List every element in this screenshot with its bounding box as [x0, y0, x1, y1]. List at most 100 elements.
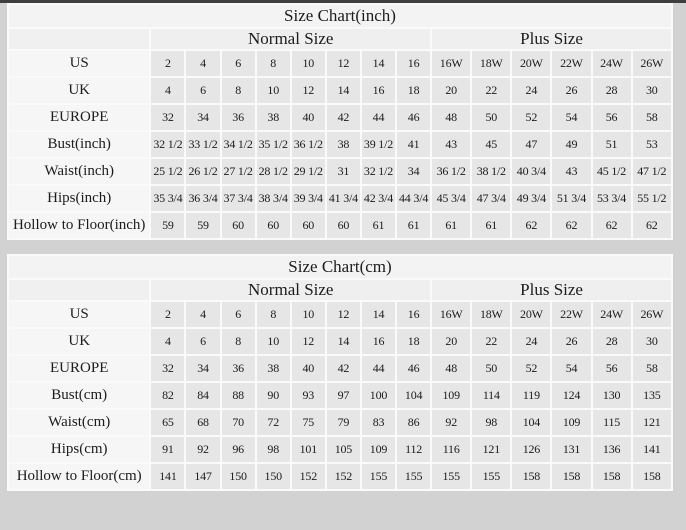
size-value-cell: 25 1/2 — [149, 157, 187, 186]
size-value-cell: 98 — [470, 408, 513, 437]
size-value-cell: 44 — [359, 354, 398, 383]
size-value-cell: 31 — [324, 157, 362, 186]
size-value-cell: 158 — [550, 462, 593, 491]
size-value-cell: 88 — [219, 381, 257, 410]
size-value-cell: 53 — [630, 130, 674, 159]
row-label: Hollow to Floor(inch) — [6, 211, 152, 240]
size-value-cell: 61 — [395, 211, 433, 240]
size-value-cell: 16W — [430, 49, 473, 78]
size-value-cell: 34 — [184, 103, 222, 132]
size-value-cell: 84 — [184, 381, 222, 410]
table-row: Waist(cm) 65 68 70 72 75 79 83 86 92 98 104 109 115 12… — [6, 408, 674, 437]
size-value-cell: 51 — [590, 130, 633, 159]
size-value-cell: 141 — [630, 435, 674, 464]
size-value-cell: 32 1/2 — [149, 130, 187, 159]
table-row: US 2 4 6 8 10 12 14 16 16W 18W 20W 22W 24W 26W — [6, 49, 674, 78]
plus-size-header: Plus Size — [430, 278, 673, 302]
size-value-cell: 20 — [430, 327, 473, 356]
size-value-cell: 36 1/2 — [430, 157, 473, 186]
table-row: Waist(inch) 25 1/2 26 1/2 27 1/2 28 1/2 29 1/… — [6, 157, 674, 186]
size-value-cell: 20W — [510, 300, 553, 329]
row-label: US — [6, 49, 152, 78]
table-row: UK 4 6 8 10 12 14 16 18 20 22 24 26 28 30 — [6, 327, 674, 356]
size-value-cell: 46 — [395, 103, 433, 132]
size-value-cell: 62 — [590, 211, 633, 240]
table-row: Bust(inch) 32 1/2 33 1/2 34 1/2 35 1/2 36 1/2… — [6, 130, 674, 159]
size-value-cell: 8 — [219, 327, 257, 356]
size-value-cell: 36 3/4 — [184, 184, 222, 213]
size-value-cell: 56 — [590, 103, 633, 132]
size-value-cell: 70 — [219, 408, 257, 437]
size-value-cell: 79 — [324, 408, 362, 437]
size-value-cell: 2 — [149, 49, 187, 78]
size-value-cell: 10 — [254, 76, 292, 105]
row-label: UK — [6, 327, 152, 356]
size-value-cell: 86 — [395, 408, 433, 437]
size-value-cell: 51 3/4 — [550, 184, 593, 213]
size-value-cell: 65 — [149, 408, 187, 437]
size-value-cell: 20 — [430, 76, 473, 105]
size-value-cell: 18W — [470, 49, 513, 78]
row-label: Bust(inch) — [6, 130, 152, 159]
size-value-cell: 42 — [324, 354, 362, 383]
size-value-cell: 44 — [359, 103, 398, 132]
size-value-cell: 60 — [289, 211, 327, 240]
size-value-cell: 60 — [324, 211, 362, 240]
size-value-cell: 48 — [430, 103, 473, 132]
size-value-cell: 22 — [470, 76, 513, 105]
size-value-cell: 8 — [219, 76, 257, 105]
size-value-cell: 115 — [590, 408, 633, 437]
size-value-cell: 97 — [324, 381, 362, 410]
size-value-cell: 152 — [324, 462, 362, 491]
size-value-cell: 14 — [324, 76, 362, 105]
size-value-cell: 10 — [289, 49, 327, 78]
size-value-cell: 59 — [184, 211, 222, 240]
table-row: Bust(cm) 82 84 88 90 93 97 100 104 109 114 119 124 13… — [6, 381, 674, 410]
size-value-cell: 40 3/4 — [510, 157, 553, 186]
size-value-cell: 12 — [289, 76, 327, 105]
size-value-cell: 29 1/2 — [289, 157, 327, 186]
row-label: Bust(cm) — [6, 381, 152, 410]
size-chart-inch-table: Size Chart(inch) Normal Size Plus Size U… — [6, 3, 674, 240]
size-value-cell: 34 — [184, 354, 222, 383]
size-value-cell: 155 — [359, 462, 398, 491]
size-value-cell: 28 — [590, 76, 633, 105]
size-value-cell: 4 — [149, 76, 187, 105]
size-value-cell: 22W — [550, 49, 593, 78]
size-value-cell: 18W — [470, 300, 513, 329]
size-value-cell: 26W — [630, 300, 674, 329]
size-value-cell: 32 — [149, 103, 187, 132]
size-value-cell: 24 — [510, 76, 553, 105]
size-value-cell: 109 — [430, 381, 473, 410]
size-value-cell: 131 — [550, 435, 593, 464]
size-value-cell: 12 — [289, 327, 327, 356]
size-value-cell: 45 1/2 — [590, 157, 633, 186]
size-value-cell: 50 — [470, 354, 513, 383]
size-value-cell: 121 — [470, 435, 513, 464]
size-value-cell: 61 — [430, 211, 473, 240]
size-value-cell: 135 — [630, 381, 674, 410]
size-value-cell: 36 — [219, 103, 257, 132]
title-row: Size Chart(cm) — [7, 254, 673, 280]
size-value-cell: 28 — [590, 327, 633, 356]
size-value-cell: 44 3/4 — [395, 184, 433, 213]
size-value-cell: 83 — [359, 408, 398, 437]
size-value-cell: 52 — [510, 354, 553, 383]
size-chart-cm-table: Size Chart(cm) Normal Size Plus Size US 2… — [6, 254, 674, 491]
size-value-cell: 36 — [219, 354, 257, 383]
size-value-cell: 40 — [289, 103, 327, 132]
size-value-cell: 6 — [184, 327, 222, 356]
size-value-cell: 42 — [324, 103, 362, 132]
row-label: Hips(cm) — [6, 435, 152, 464]
size-value-cell: 10 — [254, 327, 292, 356]
size-value-cell: 8 — [254, 300, 292, 329]
group-header-row: Normal Size Plus Size — [6, 27, 673, 51]
row-label: EUROPE — [6, 103, 152, 132]
size-value-cell: 6 — [184, 76, 222, 105]
size-value-cell: 2 — [149, 300, 187, 329]
size-value-cell: 34 1/2 — [219, 130, 257, 159]
size-value-cell: 61 — [470, 211, 513, 240]
size-value-cell: 98 — [254, 435, 292, 464]
size-value-cell: 119 — [510, 381, 553, 410]
size-value-cell: 16 — [395, 300, 433, 329]
